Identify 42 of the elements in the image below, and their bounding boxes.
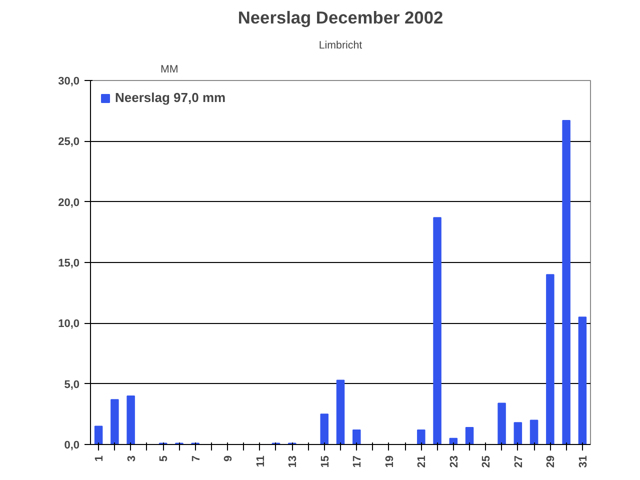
bar	[546, 274, 554, 444]
x-tick-label: 27	[512, 455, 525, 468]
bar	[110, 399, 119, 444]
bar	[530, 420, 538, 444]
chart-subtitle: Limbricht	[318, 40, 362, 52]
x-tick-label: 9	[222, 455, 235, 462]
x-tick-label: 29	[545, 455, 558, 468]
y-tick-label: 20,0	[58, 196, 80, 209]
y-tick-label: 15,0	[58, 258, 80, 270]
bar	[320, 414, 328, 444]
y-tick-label: 30,0	[58, 76, 80, 88]
bar	[126, 395, 135, 444]
bar	[465, 427, 474, 444]
x-tick-label: 5	[158, 455, 170, 462]
y-tick-label: 0,0	[64, 440, 80, 452]
x-tick-label: 31	[577, 455, 590, 468]
bar	[433, 217, 442, 444]
bar	[352, 429, 361, 444]
bar	[417, 429, 426, 444]
y-tick-label: 10,0	[58, 318, 80, 330]
legend-label: Neerslag 97,0 mm	[115, 90, 226, 105]
x-tick-label: 21	[416, 455, 428, 468]
chart-title: Neerslag December 2002	[238, 8, 444, 28]
y-axis-title: MM	[160, 64, 178, 76]
x-tick-label: 25	[480, 455, 493, 468]
bar	[514, 422, 522, 444]
bar	[578, 316, 587, 444]
x-tick-label: 23	[448, 455, 460, 468]
y-tick-label: 5,0	[64, 378, 80, 391]
x-tick-label: 19	[384, 455, 396, 468]
x-tick-label: 11	[254, 455, 267, 468]
y-tick-label: 25,0	[58, 136, 80, 148]
bar	[336, 380, 345, 444]
x-tick-label: 13	[287, 455, 300, 468]
x-tick-label: 17	[352, 455, 364, 468]
bar	[94, 426, 103, 444]
x-tick-label: 15	[319, 455, 332, 468]
bar	[562, 120, 570, 444]
x-tick-label: 7	[190, 455, 202, 462]
bar	[498, 402, 506, 444]
x-tick-label: 1	[94, 455, 106, 462]
x-tick-label: 3	[126, 455, 138, 462]
